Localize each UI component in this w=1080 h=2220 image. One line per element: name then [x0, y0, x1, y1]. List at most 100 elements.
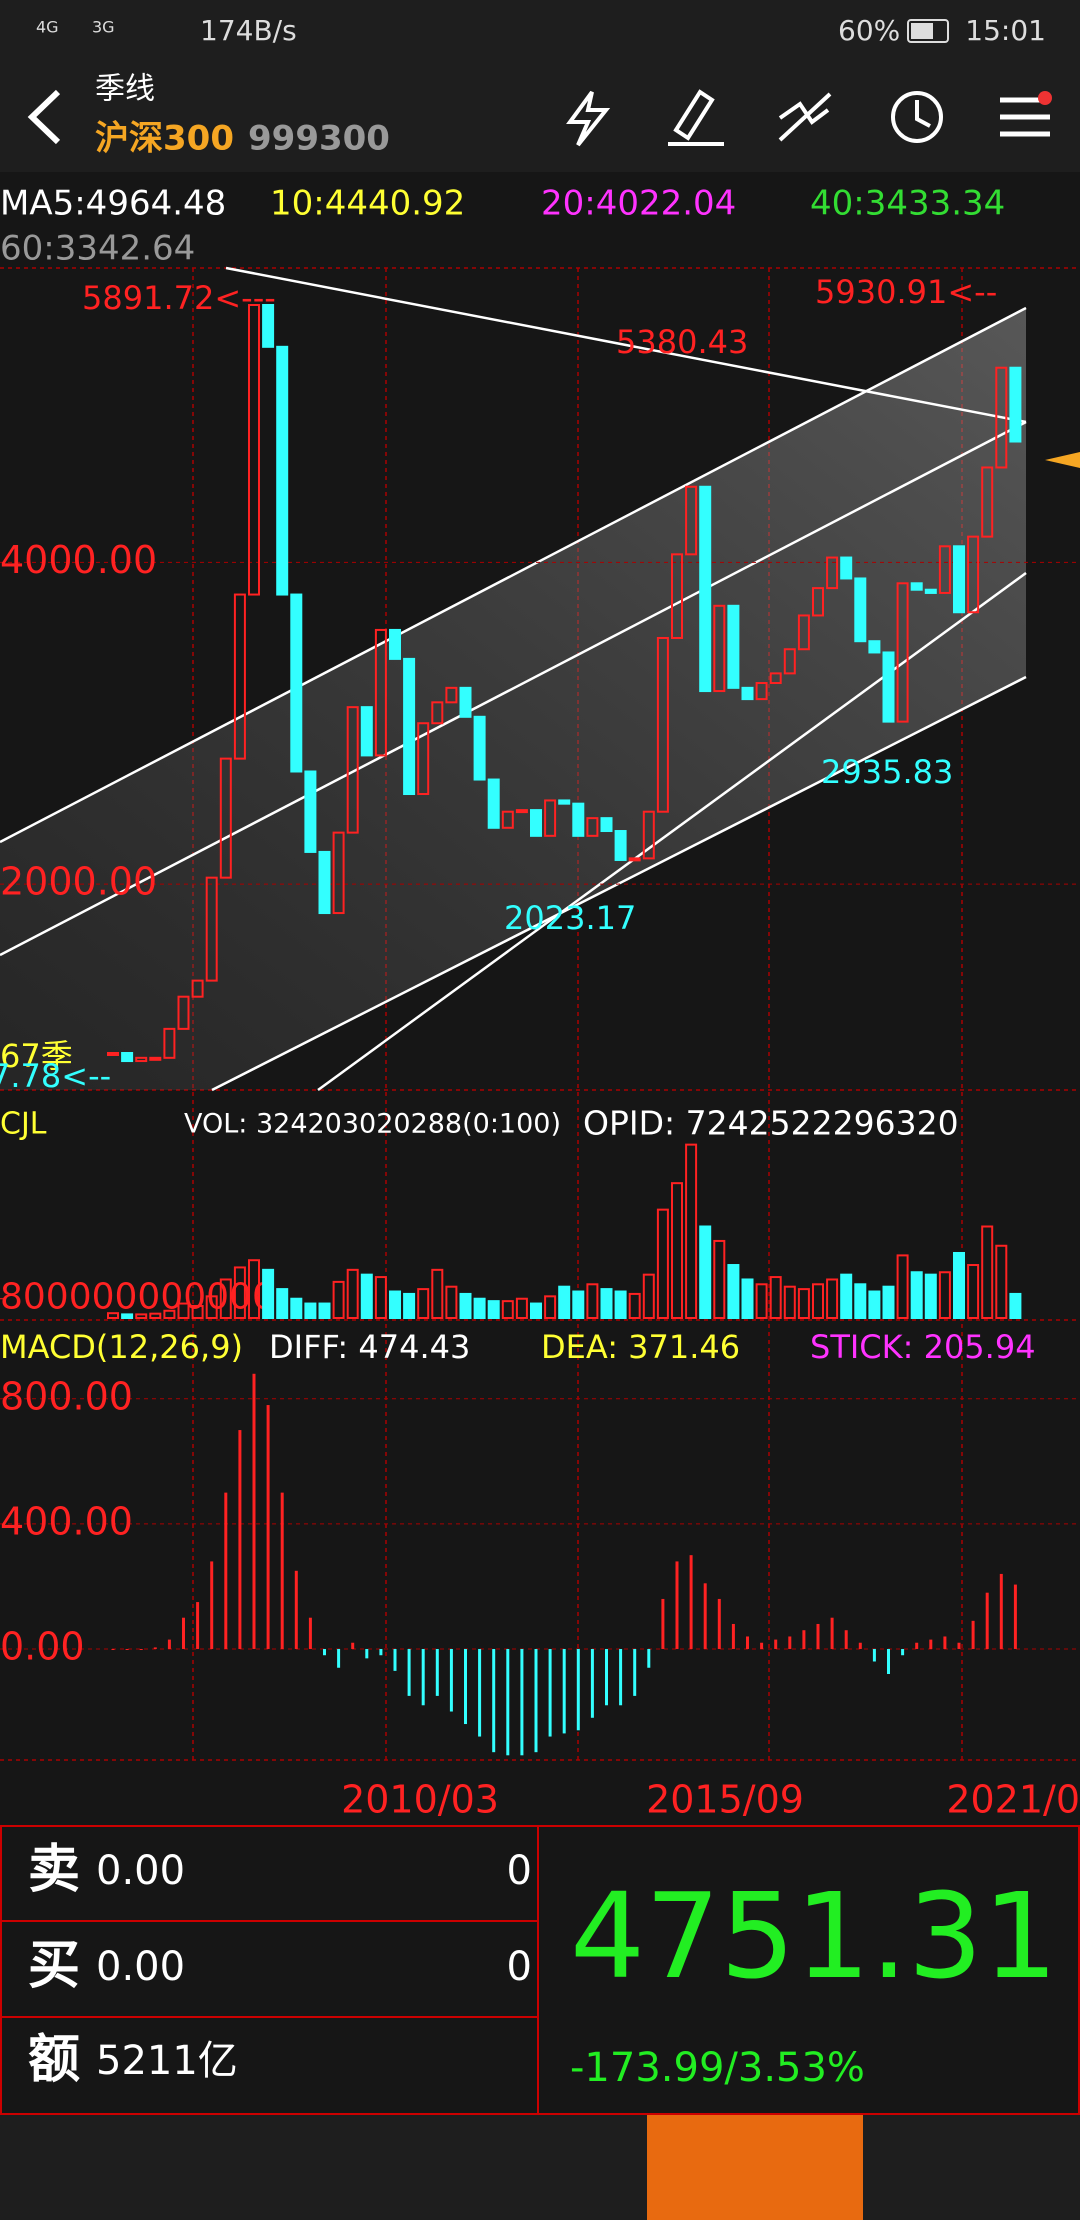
volume-bar	[572, 1290, 585, 1320]
volume-bar	[431, 1268, 444, 1320]
macd-stick	[478, 1648, 482, 1737]
candle	[685, 485, 698, 556]
volume-bar	[938, 1271, 951, 1319]
volume-bar	[304, 1302, 317, 1319]
macd-stick	[308, 1617, 312, 1649]
candle	[783, 648, 796, 675]
candle	[135, 1056, 148, 1063]
candle	[671, 553, 683, 639]
volume-bar	[346, 1268, 359, 1320]
clock-icon[interactable]	[891, 91, 943, 143]
candle	[403, 657, 416, 796]
candle	[219, 757, 232, 879]
macd-stick	[872, 1648, 876, 1662]
candle	[755, 682, 768, 701]
macd-stick	[985, 1592, 989, 1649]
back-button[interactable]	[27, 89, 61, 145]
macd-stick	[858, 1642, 862, 1649]
candle	[882, 651, 895, 723]
macd-stick	[788, 1636, 792, 1649]
volume-bar	[910, 1271, 923, 1319]
draw-icon[interactable]	[668, 89, 724, 146]
macd-stick	[280, 1492, 284, 1649]
macd-stick	[167, 1639, 171, 1649]
volume-bar	[755, 1283, 768, 1319]
candle	[304, 770, 317, 853]
macd-stick	[605, 1648, 608, 1706]
candle	[459, 686, 472, 718]
line-icon[interactable]	[778, 92, 832, 142]
y-tick-label: 4000.00	[0, 538, 157, 582]
volume-bar	[248, 1259, 260, 1320]
volume-bar	[233, 1266, 246, 1319]
macd-stick	[520, 1648, 524, 1756]
candle	[163, 1027, 176, 1059]
macd-stick	[717, 1598, 721, 1649]
volume-bar	[290, 1297, 303, 1319]
volume-bar	[741, 1278, 754, 1319]
volume-bar	[1009, 1292, 1022, 1319]
candle	[262, 303, 275, 348]
time: 15:01	[965, 14, 1046, 47]
macd-stick	[139, 1648, 143, 1650]
x-tick-label: 2010/03	[341, 1778, 499, 1822]
candle	[205, 876, 218, 982]
y-tick-label: 2000.00	[0, 860, 157, 904]
candle	[473, 715, 486, 781]
candle	[233, 593, 246, 760]
volume-bar	[389, 1290, 401, 1320]
macd-stick	[252, 1373, 256, 1649]
x-tick-label: 2021/0	[946, 1778, 1080, 1822]
volume-bar	[896, 1254, 909, 1320]
volume-bar	[149, 1312, 162, 1319]
volume-bar	[205, 1295, 218, 1320]
volume-bar	[967, 1264, 980, 1320]
volume-bar	[121, 1313, 134, 1320]
ma5: MA5:4964.48	[0, 184, 226, 224]
volume-bar	[544, 1295, 557, 1320]
candle	[318, 850, 331, 915]
clock-hand	[915, 100, 931, 128]
volume-bar	[854, 1283, 867, 1319]
volume-bar	[473, 1297, 486, 1319]
candle	[332, 831, 345, 915]
volume-bar	[586, 1283, 599, 1319]
last-price: 4751.31	[570, 1867, 1058, 2005]
macd-stick	[830, 1617, 834, 1649]
candle	[1009, 366, 1022, 443]
ma20: 20:4022.04	[541, 184, 736, 224]
volume-bar	[135, 1313, 148, 1320]
volume-bar	[713, 1239, 726, 1320]
macd-stick	[464, 1648, 467, 1725]
candle	[107, 1052, 119, 1057]
candle	[417, 722, 430, 796]
ma40: 40:3433.34	[810, 184, 1005, 224]
stock-name: 沪深300	[95, 119, 234, 159]
candle	[501, 810, 514, 829]
volume-bar	[656, 1208, 669, 1320]
macd-stick	[731, 1623, 735, 1649]
candle	[600, 817, 613, 833]
flash-icon[interactable]	[566, 90, 611, 147]
macd-stick	[576, 1648, 580, 1731]
volume-bar	[600, 1288, 613, 1319]
tab-bar	[0, 2115, 1080, 2220]
candle	[656, 636, 669, 813]
macd-stick	[449, 1648, 453, 1712]
period: 季线	[95, 72, 155, 107]
volume-bar	[727, 1264, 740, 1320]
macd-stick	[746, 1636, 749, 1649]
macd-stick	[590, 1648, 594, 1718]
macd-stick	[689, 1555, 693, 1649]
macd-stick	[125, 1648, 129, 1650]
price-annotation: 5891.72<---	[82, 279, 276, 317]
badge	[1038, 91, 1052, 105]
macd-stick	[379, 1648, 383, 1656]
macd-stick	[435, 1648, 439, 1696]
price-change: -173.99/3.53%	[570, 2045, 865, 2091]
channel-fill	[0, 308, 1026, 1090]
candle	[699, 485, 712, 693]
stock-code: 999300	[248, 119, 390, 159]
macd-stick	[802, 1630, 806, 1649]
